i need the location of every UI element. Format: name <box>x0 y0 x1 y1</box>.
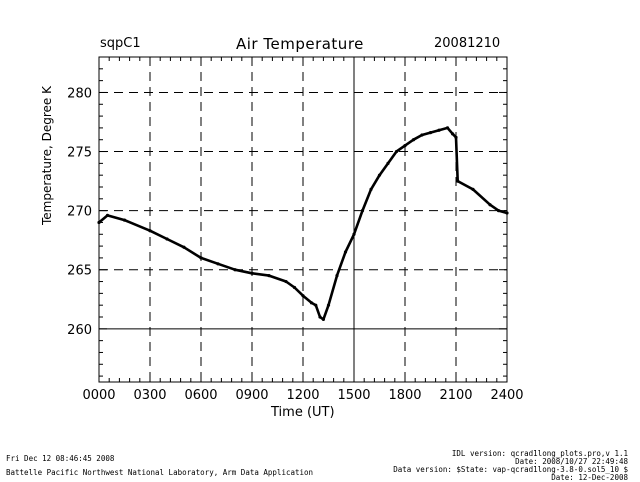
data-point <box>321 317 325 321</box>
footer-data-version: Data version: $State: vap-qcrad1long-3.8… <box>393 465 628 474</box>
grid-lines <box>99 57 507 382</box>
data-point <box>445 126 450 130</box>
x-tick-label: 2400 <box>490 388 523 403</box>
x-tick-label: 1200 <box>286 388 319 403</box>
data-point <box>403 144 407 148</box>
y-tick-label: 265 <box>67 264 92 279</box>
footer-idl-version: IDL version: qcrad1long_plots.pro,v 1.1 <box>451 449 628 458</box>
x-tick-label: 0900 <box>235 388 268 403</box>
y-tick-label: 270 <box>67 205 92 220</box>
plot-frame <box>98 56 508 383</box>
data-point <box>199 256 203 260</box>
data-point <box>386 161 390 165</box>
x-tick-label: 0300 <box>133 388 166 403</box>
footer-data-date: Date: 12-Dec-2008 <box>551 473 628 482</box>
data-point <box>233 268 237 272</box>
y-tick-label: 275 <box>67 146 92 161</box>
data-point <box>377 173 382 177</box>
x-tick-label: 0600 <box>184 388 217 403</box>
axis-ticks <box>98 56 508 382</box>
x-axis-label: Time (UT) <box>271 405 335 420</box>
data-point <box>318 315 322 319</box>
footer-timestamp: Fri Dec 12 08:46:45 2008 <box>6 454 115 463</box>
data-point <box>352 232 356 236</box>
data-point <box>267 274 271 278</box>
data-point <box>471 187 475 191</box>
data-point <box>284 279 288 284</box>
data-point <box>369 187 373 191</box>
footer-idl-date: Date: 2008/10/27 22:49:48 <box>515 457 628 466</box>
data-point <box>314 303 318 307</box>
y-axis-label: Temperature, Degree K <box>40 85 54 225</box>
data-point <box>122 218 127 222</box>
data-point <box>335 274 339 278</box>
data-point <box>451 132 455 136</box>
data-point <box>216 262 220 266</box>
x-tick-label: 1800 <box>388 388 421 403</box>
data-point <box>250 271 254 275</box>
x-tick-label: 1500 <box>337 388 370 403</box>
temperature-line <box>98 126 508 321</box>
data-point <box>411 138 416 142</box>
data-point <box>428 131 433 135</box>
data-point <box>496 209 501 213</box>
data-point <box>437 128 441 132</box>
site-label: sqpC1 <box>100 36 141 51</box>
data-point <box>454 135 458 139</box>
data-point <box>456 179 460 183</box>
chart-title: Air Temperature <box>236 35 364 53</box>
y-tick-label: 280 <box>67 86 92 101</box>
footer-organization: Battelle Pacific Northwest National Labo… <box>6 468 314 477</box>
data-point <box>343 250 348 254</box>
data-point <box>394 149 399 154</box>
data-point <box>301 294 305 298</box>
y-tick-label: 260 <box>67 323 92 338</box>
data-point <box>182 245 186 249</box>
x-tick-label: 2100 <box>439 388 472 403</box>
series-temperature <box>97 126 509 321</box>
x-tick-label: 0000 <box>82 388 115 403</box>
data-point <box>292 285 297 290</box>
data-point <box>420 133 424 137</box>
data-point <box>360 209 365 213</box>
data-point <box>309 301 314 305</box>
data-point <box>165 237 169 241</box>
date-label: 20081210 <box>434 36 501 51</box>
data-point <box>148 229 152 233</box>
data-point <box>326 303 331 307</box>
tick-labels: 0000 0300 0600 0900 1200 1500 1800 2100 2400 260 2… <box>67 86 523 403</box>
data-point <box>488 203 492 207</box>
data-point <box>105 213 110 217</box>
